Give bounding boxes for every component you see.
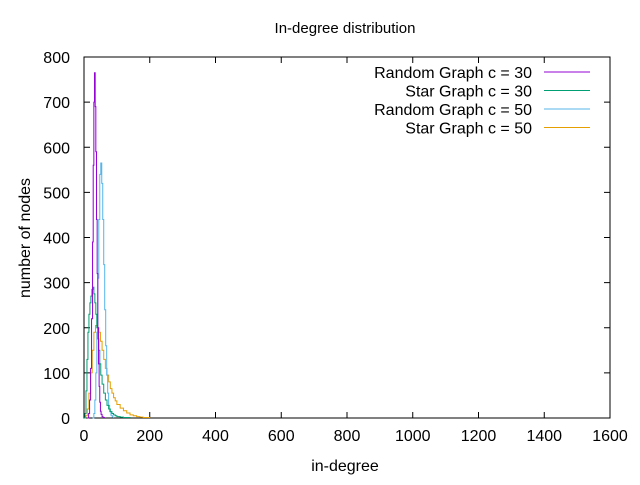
chart-title: In-degree distribution (275, 20, 416, 37)
y-tick-label-5: 500 (43, 185, 70, 202)
x-tick-label-3: 600 (268, 428, 295, 445)
x-tick-label-2: 400 (202, 428, 229, 445)
x-tick-label-7: 1400 (526, 428, 562, 445)
plot-area: 0 200 400 600 800 1000 1200 1400 1600 0 100 200 300 4… (43, 50, 628, 445)
y-tick-label-1: 100 (43, 366, 70, 383)
x-tick-label-1: 200 (136, 428, 163, 445)
x-tick-label-5: 1000 (395, 428, 431, 445)
series-line-2 (84, 286, 131, 419)
y-tick-label-6: 600 (43, 140, 70, 157)
legend-label-3: Random Graph c = 50 (374, 102, 532, 119)
series-line-4 (84, 324, 151, 419)
legend-label-2: Star Graph c = 30 (405, 84, 532, 101)
y-axis-title: number of nodes (17, 178, 34, 298)
series-line-1 (87, 72, 105, 419)
y-tick-label-2: 200 (43, 321, 70, 338)
x-tick-label-8: 1600 (592, 428, 628, 445)
x-tick-label-6: 1200 (461, 428, 497, 445)
legend-label-1: Random Graph c = 30 (374, 65, 532, 82)
y-tick-label-4: 400 (43, 231, 70, 248)
x-tick-label-0: 0 (80, 428, 89, 445)
legend-label-4: Star Graph c = 50 (405, 121, 532, 138)
legend: Random Graph c = 30 Star Graph c = 30Rand… (374, 65, 590, 138)
y-tick-label-7: 700 (43, 95, 70, 112)
x-tick-label-4: 800 (334, 428, 361, 445)
y-tick-label-8: 800 (43, 50, 70, 67)
series-line-3 (92, 162, 115, 419)
y-tick-label-3: 300 (43, 276, 70, 293)
y-tick-label-0: 0 (61, 411, 70, 428)
x-axis-title: in-degree (311, 458, 379, 475)
